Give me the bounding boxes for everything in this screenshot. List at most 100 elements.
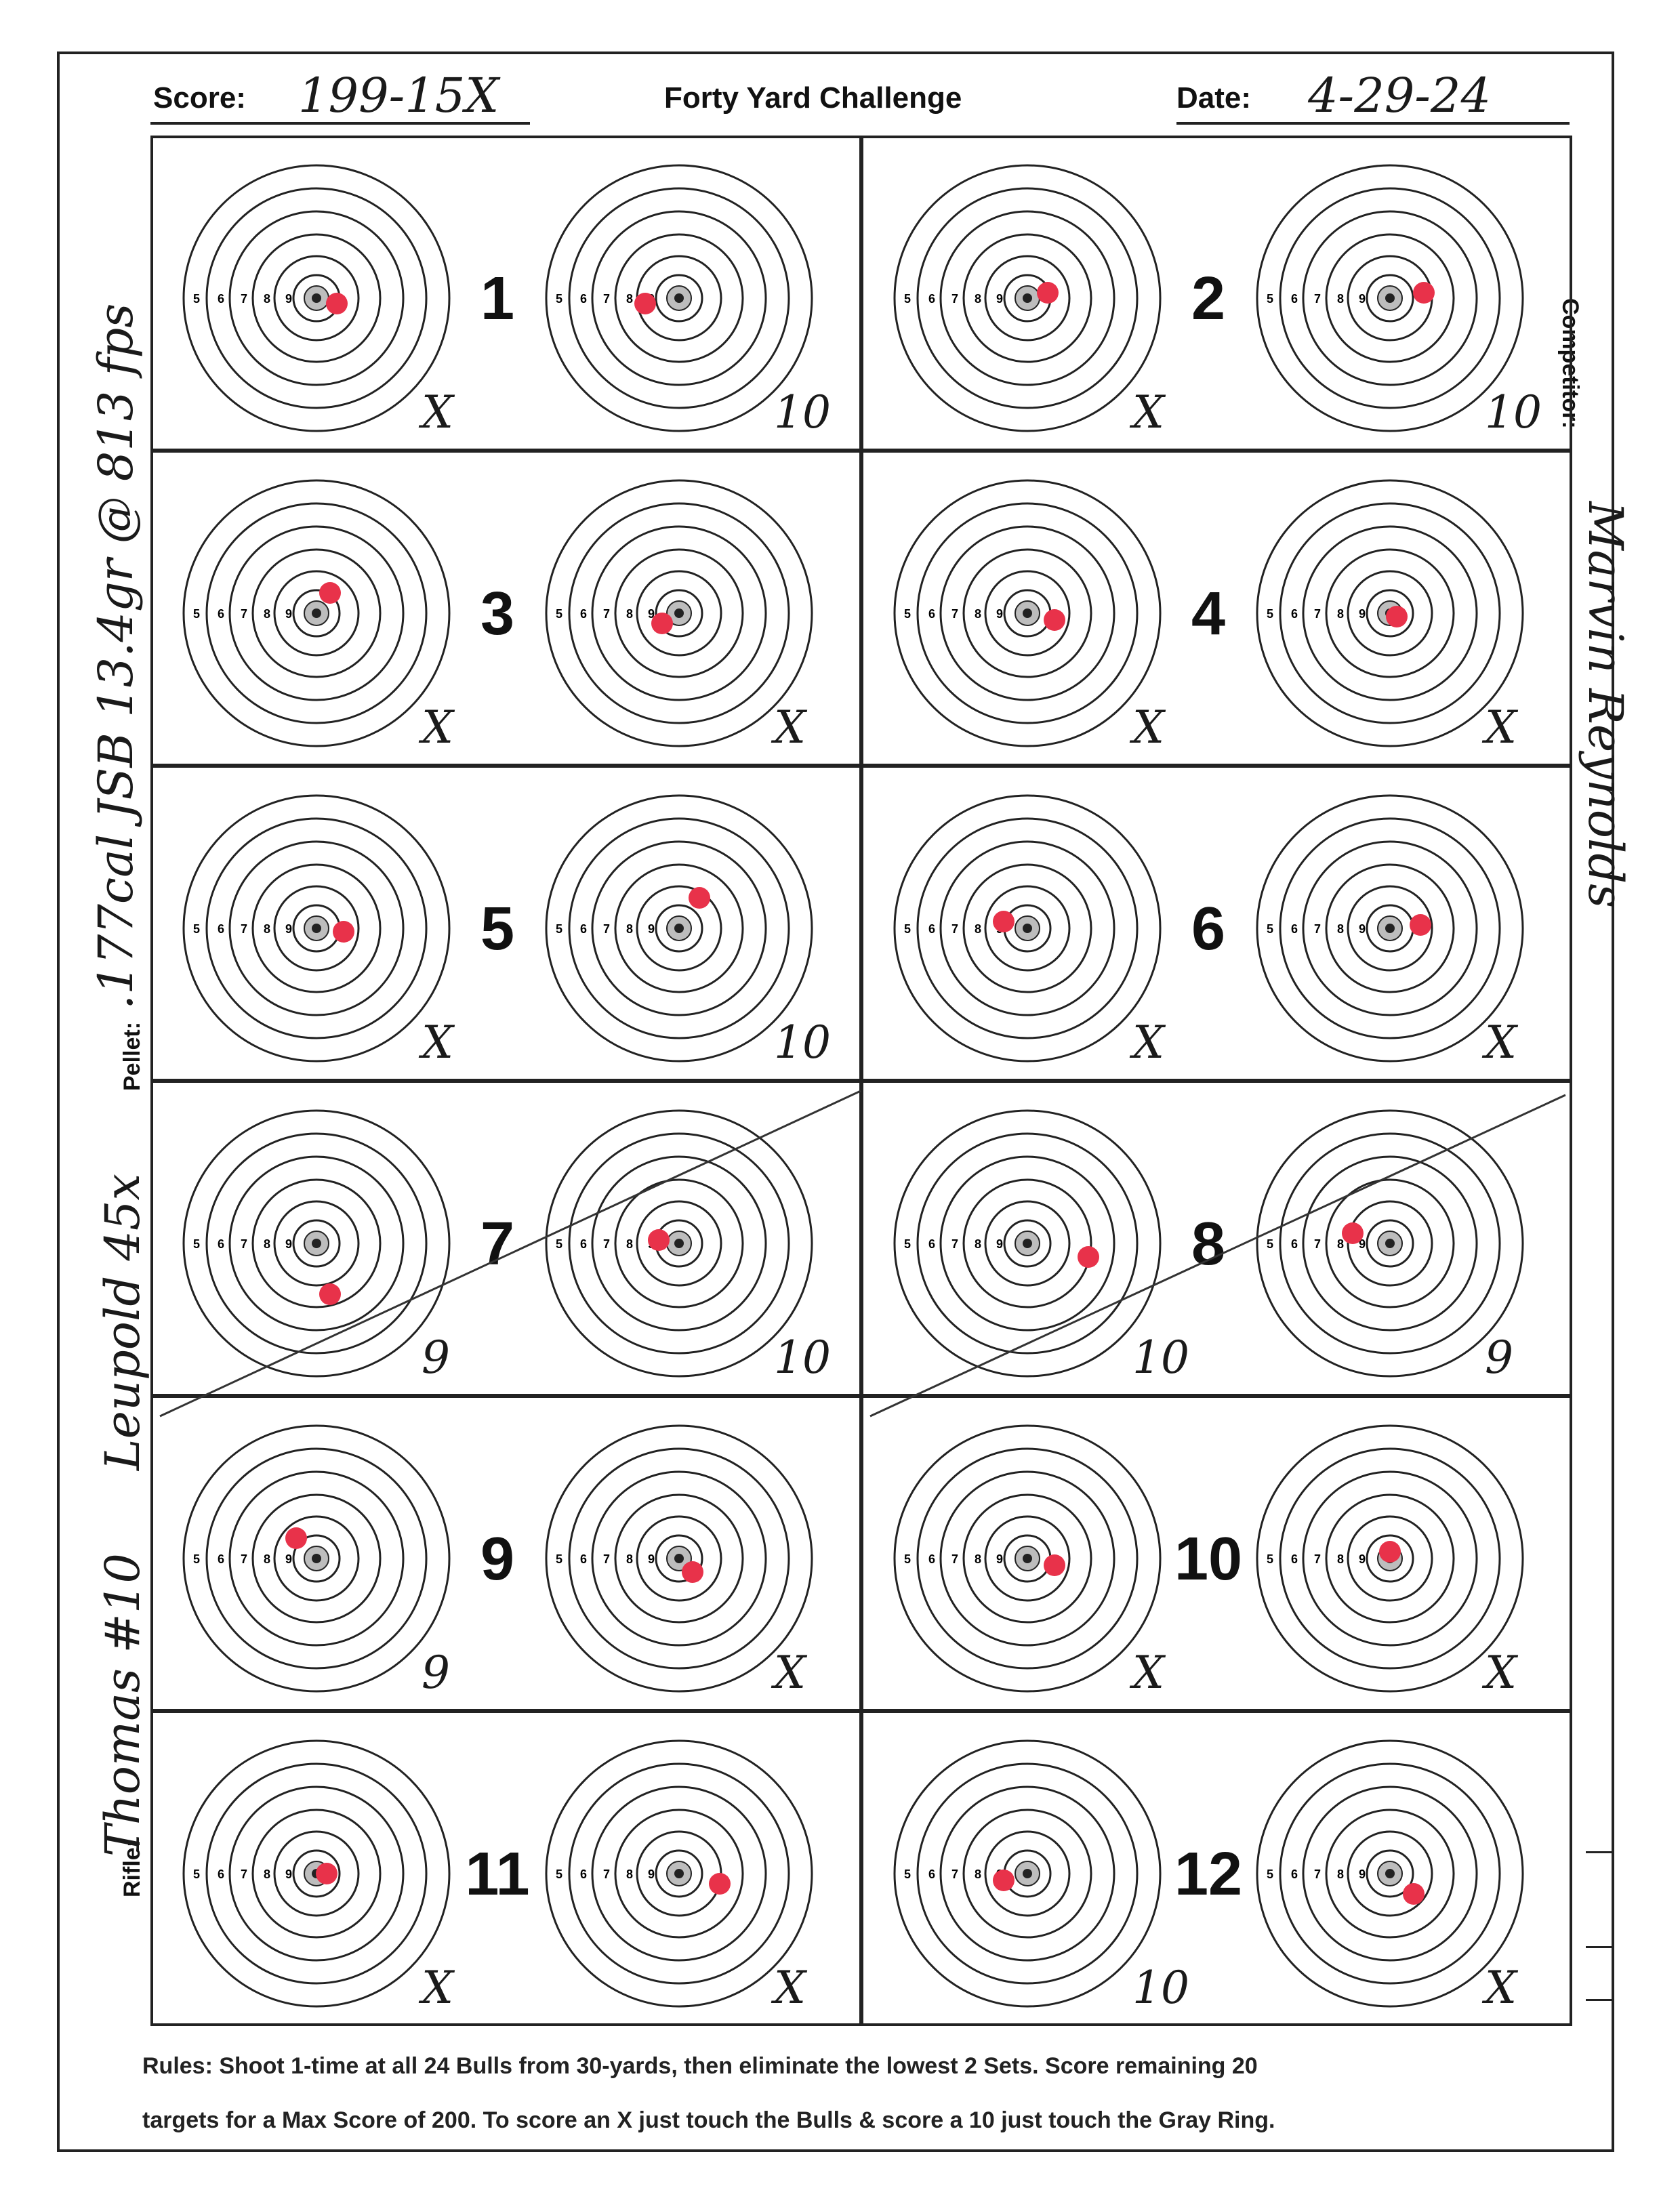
pellet-hit [1342, 1222, 1364, 1244]
ring-number: 7 [1314, 922, 1321, 936]
date-underline [1176, 122, 1570, 125]
set-number-10: 10 [1174, 1525, 1243, 1593]
ring-number: 5 [556, 1552, 562, 1566]
date-label: Date: [1176, 81, 1252, 115]
ring-number: 5 [556, 922, 562, 936]
pellet-hit [682, 1561, 703, 1583]
ring-number: 6 [218, 292, 224, 306]
set-11-right-score: X [774, 1962, 806, 2014]
pellet-hit [689, 887, 710, 909]
set-8-left-score: 10 [1132, 1332, 1189, 1384]
set-cell-1 [150, 136, 861, 451]
target-5-right: 5 6 7 8 9 [545, 794, 813, 1062]
elimination-line-set-7 [159, 1090, 861, 1418]
ring-number: 6 [928, 607, 935, 621]
set-6-right-score: X [1485, 1016, 1517, 1069]
pellet-hit [1379, 1541, 1401, 1563]
bull-x [1023, 1554, 1032, 1563]
ring-number: 5 [193, 607, 200, 621]
target-6-right: 5 6 7 8 9 [1256, 794, 1524, 1062]
ring-number: 7 [603, 607, 610, 621]
ring-number: 7 [603, 922, 610, 936]
set-9-right-score: X [774, 1647, 806, 1699]
set-number-2: 2 [1191, 265, 1226, 333]
set-cell-8 [861, 1081, 1572, 1396]
ring-number: 8 [264, 292, 270, 306]
set-9-left-score: 9 [422, 1647, 450, 1699]
ring-number: 6 [928, 1237, 935, 1251]
pellet-hit [333, 921, 354, 943]
ring-number: 9 [648, 1552, 655, 1566]
ring-number: 7 [603, 292, 610, 306]
set-cell-2 [861, 136, 1572, 451]
set-5-left-score: X [422, 1016, 453, 1069]
ring-number: 5 [904, 1867, 911, 1881]
ring-number: 5 [1267, 1552, 1273, 1566]
ring-number: 7 [241, 1867, 247, 1881]
set-cell-11 [150, 1711, 861, 2026]
ring-number: 8 [975, 922, 981, 936]
bull-x [312, 1554, 321, 1563]
pellet-hit [1403, 1883, 1425, 1905]
ring-number: 9 [285, 1552, 292, 1566]
target-10-left: 5 6 7 8 9 [893, 1424, 1162, 1693]
ring-number: 7 [951, 1867, 958, 1881]
ring-number: 6 [1291, 922, 1298, 936]
ring-number: 8 [975, 292, 981, 306]
ring-number: 9 [648, 607, 655, 621]
ring-number: 5 [904, 1237, 911, 1251]
ring-number: 5 [904, 607, 911, 621]
set-12-left-score: 10 [1132, 1962, 1189, 2014]
pellet-hit [319, 582, 341, 604]
set-number-12: 12 [1174, 1840, 1243, 1908]
set-number-11: 11 [465, 1840, 530, 1908]
ring-number: 8 [626, 1867, 633, 1881]
bull-x [674, 608, 684, 618]
set-7-right-score: 10 [774, 1332, 831, 1384]
ring-number: 8 [975, 1552, 981, 1566]
ring-number: 6 [218, 1237, 224, 1251]
ring-number: 7 [241, 922, 247, 936]
bull-x [1023, 293, 1032, 303]
rules-line-2: targets for a Max Score of 200. To score… [142, 2107, 1275, 2133]
ring-number: 7 [603, 1237, 610, 1251]
bull-x [1385, 293, 1395, 303]
set-cell-12 [861, 1711, 1572, 2026]
ring-number: 5 [1267, 922, 1273, 936]
ring-number: 8 [975, 607, 981, 621]
ring-number: 9 [1359, 607, 1366, 621]
pellet-hit [651, 613, 673, 634]
ring-number: 8 [626, 607, 633, 621]
target-9-right: 5 6 7 8 9 [545, 1424, 813, 1693]
ring-number: 7 [1314, 1867, 1321, 1881]
set-number-1: 1 [480, 265, 515, 333]
bull-x [674, 1554, 684, 1563]
ring-number: 6 [928, 1867, 935, 1881]
ring-number: 7 [603, 1552, 610, 1566]
ring-number: 6 [580, 1552, 587, 1566]
pellet-hit [285, 1527, 307, 1549]
bull-x [1385, 1869, 1395, 1878]
ring-number: 7 [241, 1237, 247, 1251]
pellet-hit [709, 1873, 731, 1895]
score-value: 199-15X [298, 68, 499, 123]
ring-number: 9 [1359, 1867, 1366, 1881]
pellet-hit [1386, 606, 1408, 627]
ring-number: 8 [626, 922, 633, 936]
set-2-left-score: X [1132, 386, 1164, 438]
target-3-left: 5 6 7 8 9 [182, 479, 451, 747]
target-8-left: 5 6 7 8 9 [893, 1109, 1162, 1378]
score-underline [150, 122, 530, 125]
ring-number: 6 [218, 1867, 224, 1881]
ring-number: 5 [904, 292, 911, 306]
pellet-hit [634, 293, 656, 314]
bull-x [1385, 1239, 1395, 1248]
ring-number: 8 [1337, 292, 1344, 306]
ring-number: 8 [626, 1552, 633, 1566]
target-7-left: 5 6 7 8 9 [182, 1109, 451, 1378]
ring-number: 5 [193, 1867, 200, 1881]
ring-number: 5 [193, 922, 200, 936]
ring-number: 9 [285, 922, 292, 936]
pellet-hit [326, 293, 348, 314]
